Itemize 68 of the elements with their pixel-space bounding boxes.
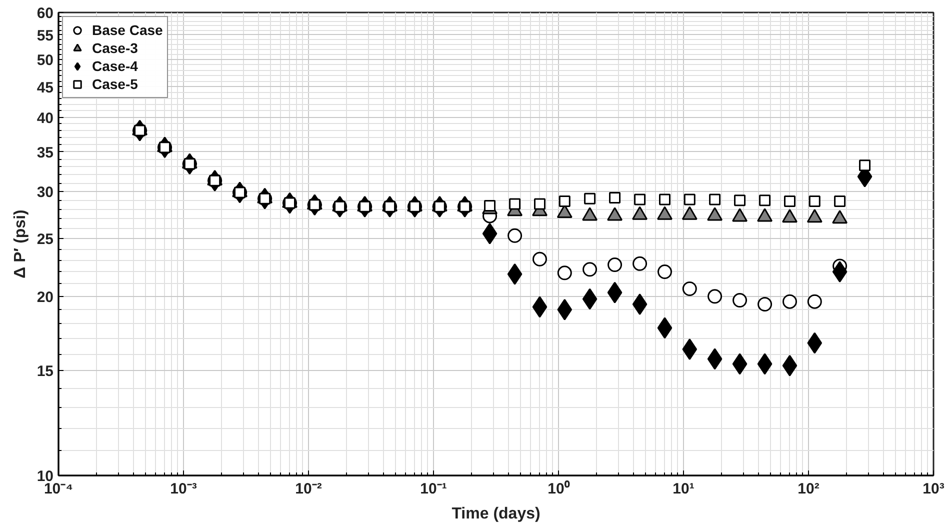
point xyxy=(482,222,498,244)
x-tick-label: 10² xyxy=(798,480,820,498)
point xyxy=(782,294,798,309)
point xyxy=(709,194,721,206)
point xyxy=(507,263,522,285)
y-tick-label: 45 xyxy=(36,79,54,96)
x-tick-label: 10⁻³ xyxy=(170,480,197,498)
point xyxy=(557,298,572,320)
point xyxy=(534,198,546,210)
point xyxy=(708,289,722,304)
point xyxy=(782,354,798,376)
x-tick-label: 10⁰ xyxy=(548,480,570,498)
point xyxy=(607,282,622,304)
point xyxy=(834,196,846,208)
point xyxy=(807,332,822,354)
legend-label: Case-5 xyxy=(92,75,138,93)
point xyxy=(532,296,548,318)
y-tick-label: 40 xyxy=(36,110,54,127)
point xyxy=(582,288,598,310)
legend-label: Case-4 xyxy=(92,57,138,75)
point xyxy=(609,192,621,204)
x-tick-label: 10⁻¹ xyxy=(420,480,447,498)
point xyxy=(657,317,672,339)
point xyxy=(608,258,622,272)
y-tick-label: 55 xyxy=(36,27,54,44)
point xyxy=(509,198,521,210)
point xyxy=(859,160,871,172)
point xyxy=(582,262,598,277)
y-tick-label: 50 xyxy=(36,52,54,70)
y-tick-label: 35 xyxy=(36,144,54,162)
point xyxy=(557,266,572,280)
point xyxy=(732,293,748,308)
legend-label: Base Case xyxy=(92,21,163,39)
y-tick-label: 15 xyxy=(36,363,54,380)
point xyxy=(632,256,648,271)
point xyxy=(532,252,548,266)
point xyxy=(634,194,646,206)
x-axis-title: Time (days) xyxy=(452,506,540,522)
point xyxy=(682,282,697,296)
legend-label: Case-3 xyxy=(92,39,138,57)
x-tick-label: 10⁻² xyxy=(295,480,322,498)
point xyxy=(632,294,648,316)
point xyxy=(484,200,496,212)
point xyxy=(682,338,698,360)
point xyxy=(707,348,722,370)
y-tick-label: 25 xyxy=(36,231,54,248)
x-tick-label: 10⁻⁴ xyxy=(44,480,74,498)
point xyxy=(732,353,748,375)
y-tick-label: 30 xyxy=(36,184,54,202)
point xyxy=(807,294,822,309)
y-axis-title: Δ P′ (psi) xyxy=(12,210,29,278)
y-tick-label: 60 xyxy=(36,5,54,22)
y-tick-label: 20 xyxy=(36,288,54,306)
point xyxy=(508,228,522,243)
point xyxy=(784,196,796,208)
point xyxy=(684,194,696,206)
point xyxy=(658,264,672,279)
x-tick-label: 10¹ xyxy=(672,480,694,498)
point xyxy=(558,196,570,208)
point xyxy=(832,261,848,283)
point xyxy=(757,353,772,375)
point xyxy=(734,194,746,206)
point xyxy=(808,196,820,208)
x-tick-label: 10³ xyxy=(922,480,944,498)
point xyxy=(759,194,771,206)
point xyxy=(659,194,671,206)
point xyxy=(584,192,596,204)
point xyxy=(758,297,772,312)
